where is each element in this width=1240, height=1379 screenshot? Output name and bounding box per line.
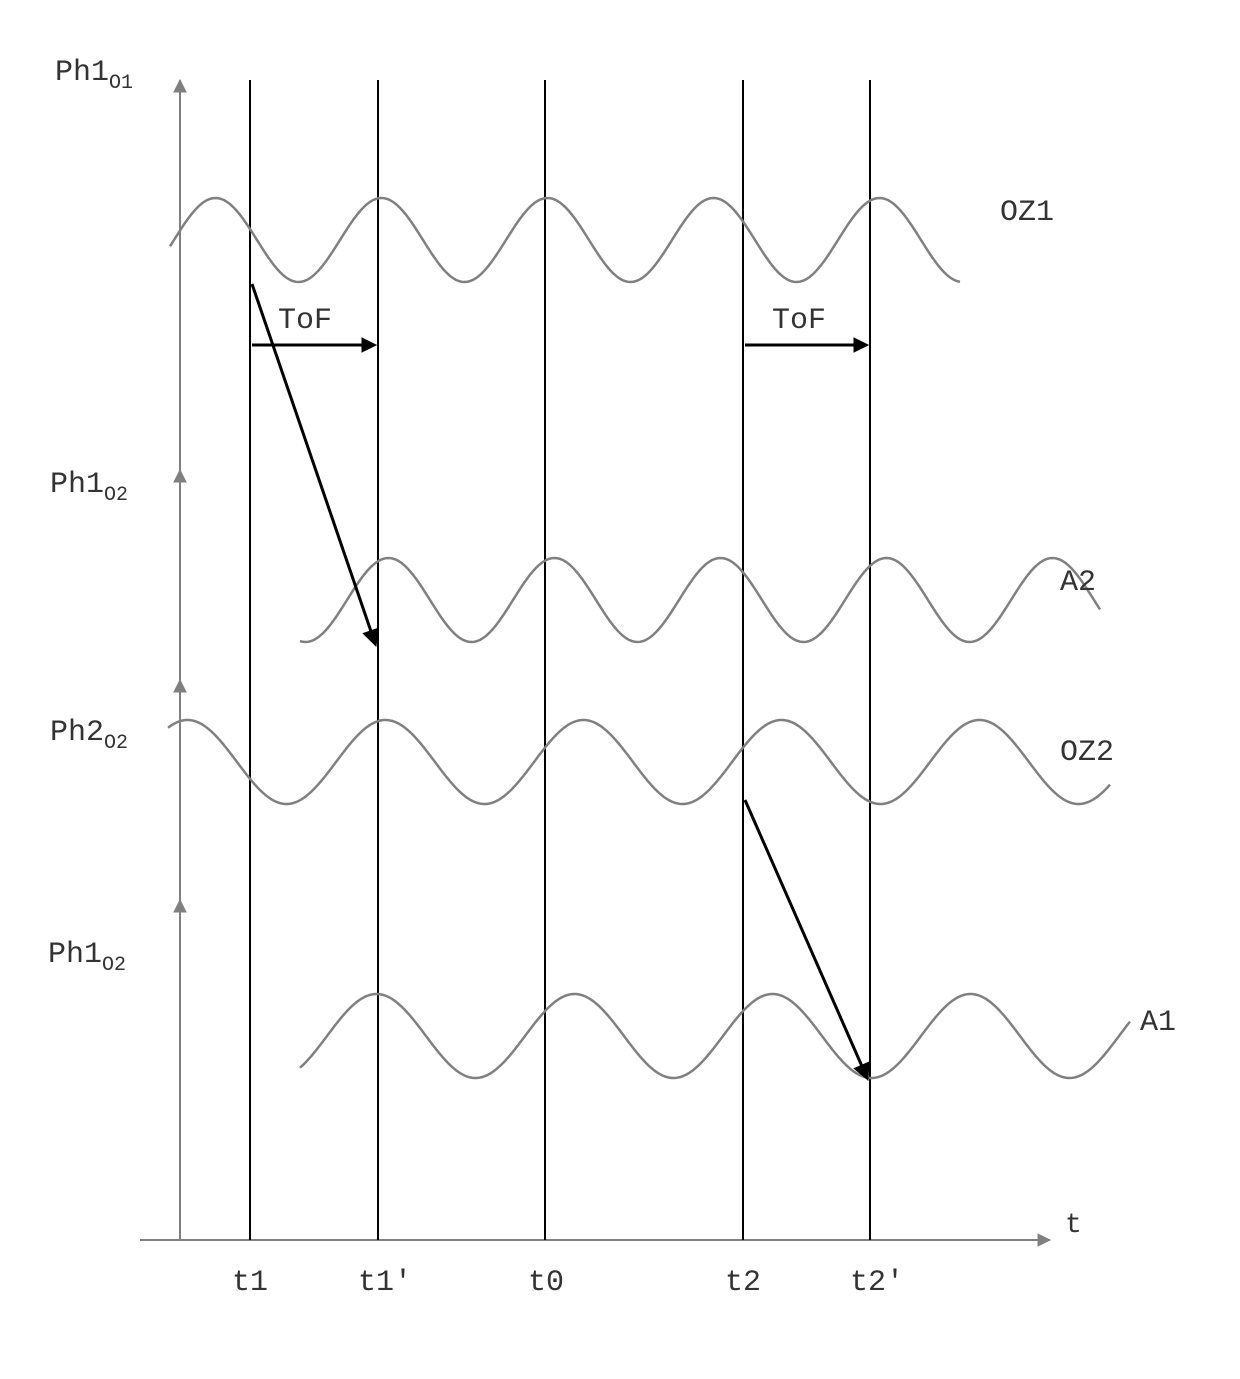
x-axis-label: t [1065,1210,1082,1241]
y-axis-label-2: Ph2O2 [50,716,128,755]
tick-label-t1: t1 [232,1266,268,1300]
y-axis-label-1: Ph1O2 [50,468,128,507]
divider-t1: t1 [232,80,268,1300]
y-axis-label-0: Ph1O1 [55,56,133,95]
wave-label-a1: A1 [1140,1006,1176,1040]
diag-arrow-0 [252,284,378,646]
wave-oz2: OZ2 [168,720,1114,804]
tof-label-0: ToF [278,304,332,338]
divider-t2': t2' [850,80,904,1300]
wave-oz1: OZ1 [170,196,1054,282]
tick-label-t0: t0 [528,1266,564,1300]
tick-label-t2: t2 [725,1266,761,1300]
tick-label-t1': t1' [358,1266,412,1300]
y-axis-3: Ph1O2 [48,900,186,1240]
y-axis-0: Ph1O1 [55,56,186,1240]
wave-label-a2: A2 [1060,566,1096,600]
y-axis-label-3: Ph1O2 [48,938,126,977]
tick-label-t2': t2' [850,1266,904,1300]
y-axis-1: Ph1O2 [50,468,186,1240]
tof-arrow-0: ToF [252,304,376,352]
wave-label-oz1: OZ1 [1000,196,1054,230]
divider-t0: t0 [528,80,564,1300]
diag-arrow-1 [745,800,869,1080]
divider-t2: t2 [725,80,761,1300]
wave-label-oz2: OZ2 [1060,736,1114,770]
tof-arrow-1: ToF [745,304,868,352]
tof-label-1: ToF [772,304,826,338]
wave-a2: A2 [300,558,1100,642]
wave-a1: A1 [300,994,1176,1078]
x-axis: t [140,1210,1082,1246]
divider-t1': t1' [358,80,412,1300]
